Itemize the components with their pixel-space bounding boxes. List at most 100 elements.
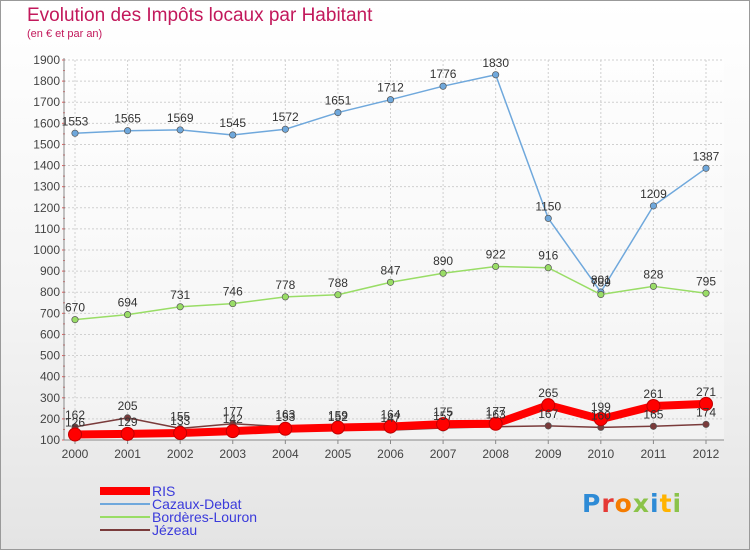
data-label: 205 — [118, 399, 138, 413]
axes: 1002003004005006007008009001000110012001… — [33, 53, 724, 461]
data-label: 153 — [275, 410, 295, 424]
data-label: 163 — [486, 408, 506, 422]
x-tick-label: 2012 — [693, 447, 720, 461]
x-tick-label: 2000 — [62, 447, 89, 461]
data-label: 1209 — [640, 187, 667, 201]
data-point — [702, 420, 710, 428]
data-point — [699, 396, 713, 411]
logo-letter: x — [632, 489, 650, 518]
data-label: 163 — [275, 408, 295, 422]
data-label: 167 — [538, 407, 558, 421]
data-label: 731 — [170, 288, 190, 302]
data-point — [229, 300, 237, 308]
data-point — [544, 264, 552, 272]
data-label: 147 — [380, 411, 400, 425]
data-label: 1387 — [693, 149, 720, 163]
series-bord-res-louron — [71, 262, 710, 324]
logo-letter: t — [659, 489, 673, 518]
data-point — [278, 421, 293, 436]
chart-subtitle: (en € et par an) — [27, 28, 103, 40]
x-tick-label: 2008 — [482, 447, 509, 461]
data-label: 129 — [118, 415, 138, 429]
logo-letter: i — [650, 489, 660, 518]
legend-item: Bordères-Louron — [100, 509, 257, 525]
data-label: 1150 — [535, 199, 561, 213]
data-label: 1553 — [62, 114, 89, 128]
x-tick-label: 2011 — [641, 447, 667, 461]
data-label: 1565 — [114, 112, 141, 126]
data-label: 1830 — [482, 56, 509, 70]
data-point — [541, 398, 556, 413]
data-point — [281, 125, 289, 133]
y-tick-label: 1300 — [33, 180, 60, 194]
data-label: 261 — [643, 387, 663, 401]
data-point — [225, 424, 240, 439]
data-label: 1651 — [325, 94, 352, 108]
series-ris — [68, 396, 713, 442]
data-point — [439, 269, 447, 277]
data-point — [176, 303, 184, 311]
data-label: 1712 — [377, 81, 404, 95]
logo-letter: i — [672, 489, 683, 518]
data-label: 795 — [696, 274, 716, 288]
y-tick-label: 500 — [40, 349, 60, 363]
data-label: 916 — [538, 249, 558, 263]
data-point — [71, 129, 79, 137]
data-point — [597, 290, 605, 299]
data-point — [334, 291, 342, 299]
y-tick-label: 800 — [40, 285, 60, 299]
y-tick-label: 600 — [40, 327, 60, 341]
data-label: 746 — [223, 285, 243, 299]
data-point — [386, 278, 395, 286]
data-point — [492, 262, 500, 271]
data-point — [71, 316, 79, 324]
y-tick-label: 400 — [40, 370, 60, 384]
data-label: 828 — [643, 267, 663, 281]
data-point — [649, 282, 657, 290]
series-layer — [68, 71, 713, 442]
data-label: 162 — [65, 408, 85, 422]
y-tick-label: 1000 — [33, 243, 60, 257]
proxiti-logo: Proxiti — [582, 489, 682, 518]
legend-label: Cazaux-Debat — [152, 496, 242, 512]
legend-item: Cazaux-Debat — [100, 496, 242, 512]
data-labels: 126 129 133 142 153 159 164 175 177 265 199 261 271 1… — [62, 56, 720, 430]
y-tick-label: 100 — [40, 433, 60, 447]
data-point — [281, 293, 289, 301]
data-point — [646, 399, 661, 414]
y-tick-label: 1600 — [33, 116, 60, 130]
data-label: 890 — [433, 254, 453, 268]
legend-item: RIS — [100, 483, 175, 499]
data-label: 174 — [696, 405, 716, 419]
data-point — [124, 127, 132, 135]
data-label: 847 — [380, 263, 400, 277]
data-label: 788 — [328, 276, 348, 290]
data-label: 199 — [591, 400, 611, 414]
data-label: 265 — [538, 386, 558, 400]
data-label: 1776 — [430, 67, 457, 81]
y-tick-label: 1700 — [33, 95, 60, 109]
data-label: 164 — [380, 407, 400, 421]
data-point — [649, 422, 657, 430]
data-point — [488, 416, 503, 431]
data-point — [383, 419, 398, 434]
data-label: 778 — [275, 278, 295, 292]
x-tick-label: 2004 — [272, 447, 299, 461]
data-point — [124, 311, 132, 319]
data-label: 157 — [433, 409, 453, 423]
y-tick-label: 1900 — [33, 53, 60, 67]
y-tick-label: 300 — [40, 391, 60, 405]
data-point — [702, 289, 710, 297]
y-tick-label: 200 — [40, 412, 60, 426]
grid-lines — [64, 58, 724, 441]
legend-label: Jézeau — [152, 522, 197, 538]
data-point — [702, 164, 710, 172]
logo-letter: o — [614, 489, 633, 518]
data-point — [544, 422, 552, 430]
data-point — [593, 412, 608, 427]
x-tick-label: 2006 — [377, 447, 404, 461]
data-label: 789 — [591, 276, 611, 290]
data-point — [649, 202, 657, 210]
y-tick-label: 1100 — [34, 222, 60, 236]
